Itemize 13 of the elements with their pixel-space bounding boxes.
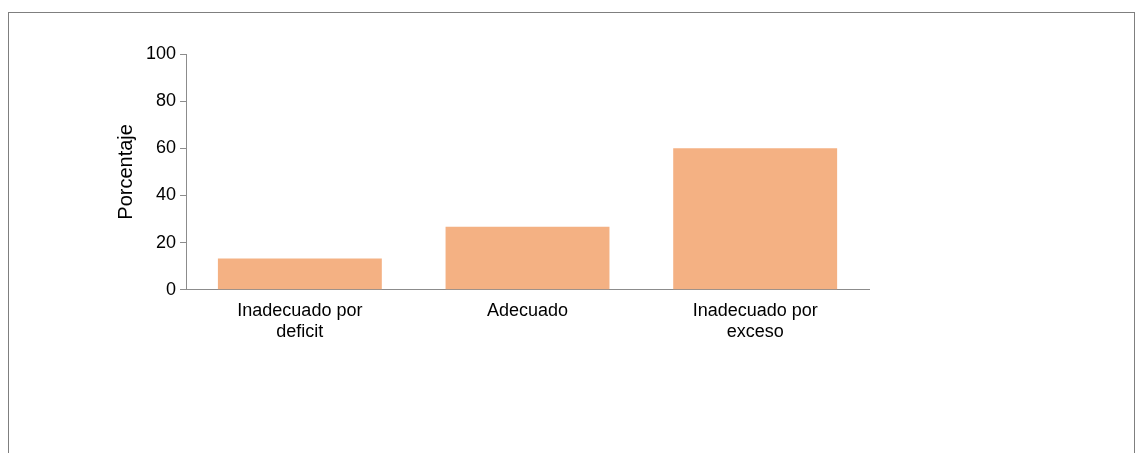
y-axis-title: Porcentaje [113, 124, 136, 220]
y-tick-label: 80 [156, 90, 177, 111]
y-tick-label: 40 [156, 184, 177, 205]
bar [217, 258, 382, 290]
y-tick-label: 60 [156, 137, 177, 158]
bar [673, 148, 838, 290]
y-tick-label: 100 [145, 42, 177, 63]
x-tick-label: Inadecuado por exceso [692, 299, 818, 342]
y-tick-label: 20 [156, 231, 177, 252]
y-tick-label: 0 [166, 278, 177, 299]
bar [445, 226, 610, 290]
x-tick-label: Adecuado [486, 299, 569, 320]
x-tick-label: Inadecuado por deficit [237, 299, 363, 342]
